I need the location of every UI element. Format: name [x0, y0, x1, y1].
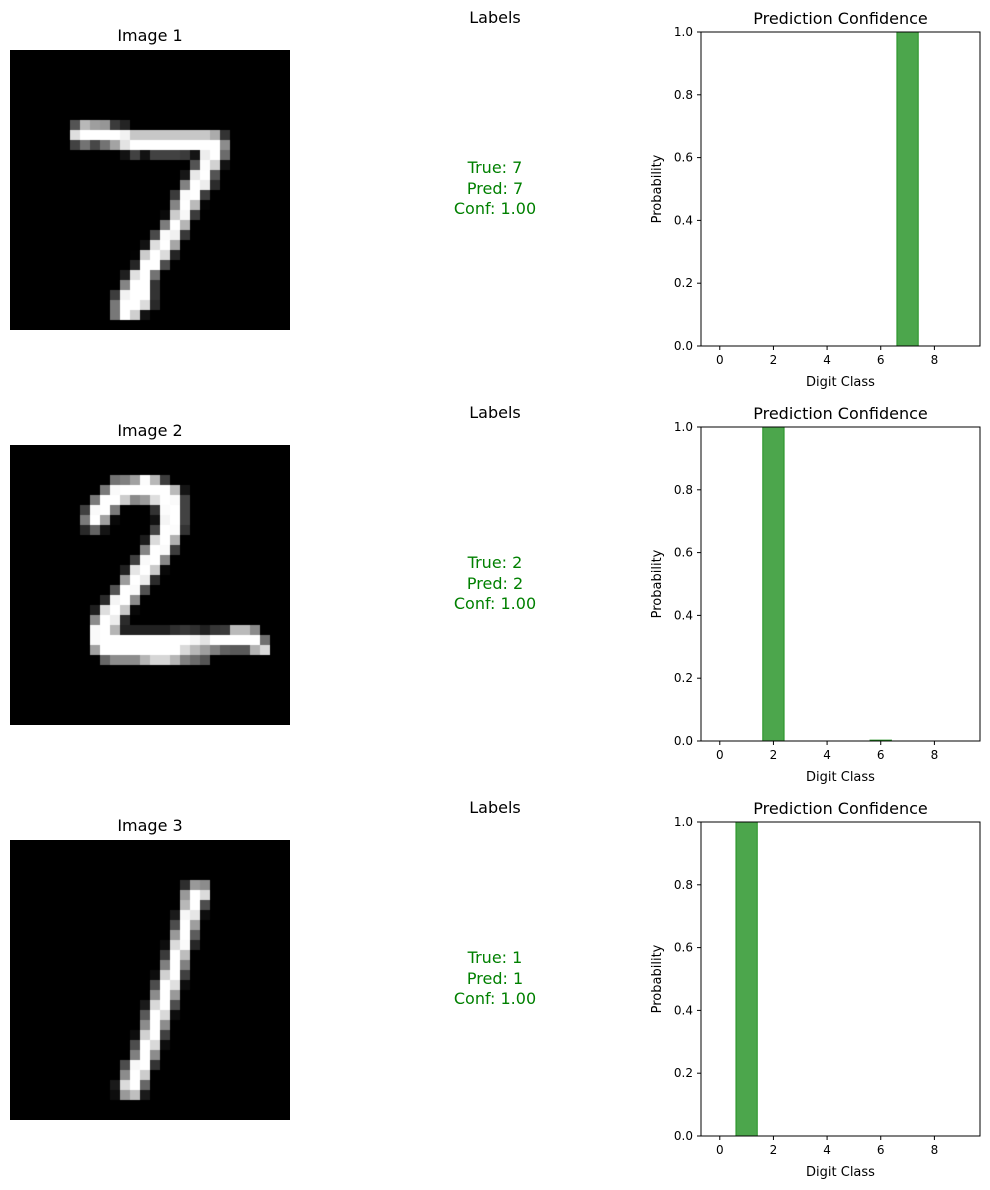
true-label: True: 7 [467, 158, 523, 177]
labels-title: Labels [469, 8, 521, 27]
bar-class-7 [896, 31, 919, 347]
result-row: Image 3 Labels True: 1 Pred: 1 Conf: 1.00 0.0… [0, 790, 990, 1185]
y-axis-label: Probability [650, 549, 665, 618]
x-tick-label: 2 [770, 748, 778, 762]
y-tick-label: 1.0 [674, 815, 693, 829]
digit-image [10, 445, 290, 725]
labels-title: Labels [469, 798, 521, 817]
plot-frame [700, 31, 981, 347]
y-tick-label: 0.8 [674, 878, 693, 892]
y-tick-label: 0.6 [674, 546, 693, 560]
pred-label: Pred: 2 [466, 573, 524, 593]
y-axis-label: Probability [650, 154, 665, 223]
y-tick-label: 0.2 [674, 276, 693, 290]
chart-title: Prediction Confidence [753, 9, 928, 28]
true-label: True: 1 [467, 948, 523, 967]
y-tick-label: 0.8 [674, 88, 693, 102]
confidence-chart: 0.0 0.2 0.4 0.6 0.8 1.0 0 2 4 6 8 Prediction Confid… [650, 9, 981, 390]
y-tick-label: 0.4 [674, 608, 693, 622]
labels-title: Labels [469, 403, 521, 422]
digit-image [10, 50, 290, 330]
x-tick-label: 8 [931, 1143, 939, 1157]
x-tick-label: 0 [716, 1143, 724, 1157]
plot-frame [700, 821, 981, 1137]
chart-title: Prediction Confidence [753, 404, 928, 423]
chart-title: Prediction Confidence [753, 799, 928, 818]
x-axis-label: Digit Class [806, 770, 875, 785]
x-tick-label: 6 [877, 1143, 885, 1157]
x-tick-label: 6 [877, 353, 885, 367]
pred-label: Pred: 1 [466, 968, 524, 988]
x-tick-label: 8 [931, 748, 939, 762]
digit-image [10, 840, 290, 1120]
x-axis-label: Digit Class [806, 375, 875, 390]
x-tick-label: 4 [823, 748, 831, 762]
confidence-chart: 0.0 0.2 0.4 0.6 0.8 1.0 0 2 4 6 8 Prediction Confid… [650, 404, 981, 785]
y-tick-label: 0.0 [674, 339, 693, 353]
result-row: Image 2 Labels True: 2 Pred: 2 Conf: 1.00 0.0… [0, 395, 990, 790]
x-tick-label: 2 [770, 1143, 778, 1157]
image-title: Image 1 [117, 26, 183, 45]
bar-class-2 [762, 426, 785, 742]
x-tick-label: 0 [716, 353, 724, 367]
pred-label: Pred: 7 [466, 178, 524, 198]
y-tick-label: 0.2 [674, 1066, 693, 1080]
confidence-chart: 0.0 0.2 0.4 0.6 0.8 1.0 0 2 4 6 8 Prediction Confid… [650, 799, 981, 1180]
image-title: Image 3 [117, 816, 183, 835]
y-tick-label: 0.0 [674, 734, 693, 748]
x-tick-label: 4 [823, 353, 831, 367]
x-tick-label: 4 [823, 1143, 831, 1157]
conf-label: Conf: 1.00 [453, 989, 537, 1008]
y-tick-label: 1.0 [674, 25, 693, 39]
labels-text: True: 2 Pred: 2 Conf: 1.00 [395, 553, 595, 615]
x-tick-label: 0 [716, 748, 724, 762]
y-tick-label: 0.2 [674, 671, 693, 685]
plot-frame [700, 426, 981, 742]
x-tick-label: 8 [931, 353, 939, 367]
x-tick-label: 6 [877, 748, 885, 762]
y-axis-label: Probability [650, 944, 665, 1013]
y-tick-label: 0.4 [674, 1003, 693, 1017]
x-axis-label: Digit Class [806, 1165, 875, 1180]
y-tick-label: 0.0 [674, 1129, 693, 1143]
y-tick-label: 0.6 [674, 151, 693, 165]
labels-text: True: 1 Pred: 1 Conf: 1.00 [395, 948, 595, 1010]
labels-text: True: 7 Pred: 7 Conf: 1.00 [395, 158, 595, 220]
true-label: True: 2 [467, 553, 523, 572]
y-tick-label: 0.4 [674, 213, 693, 227]
conf-label: Conf: 1.00 [453, 199, 537, 218]
image-title: Image 2 [117, 421, 183, 440]
y-tick-label: 1.0 [674, 420, 693, 434]
x-tick-label: 2 [770, 353, 778, 367]
bar-class-1 [735, 821, 758, 1137]
result-row: Image 1 Labels True: 7 Pred: 7 Conf: 1.00 0.0… [0, 0, 990, 395]
conf-label: Conf: 1.00 [453, 594, 537, 613]
y-tick-label: 0.8 [674, 483, 693, 497]
y-tick-label: 0.6 [674, 941, 693, 955]
